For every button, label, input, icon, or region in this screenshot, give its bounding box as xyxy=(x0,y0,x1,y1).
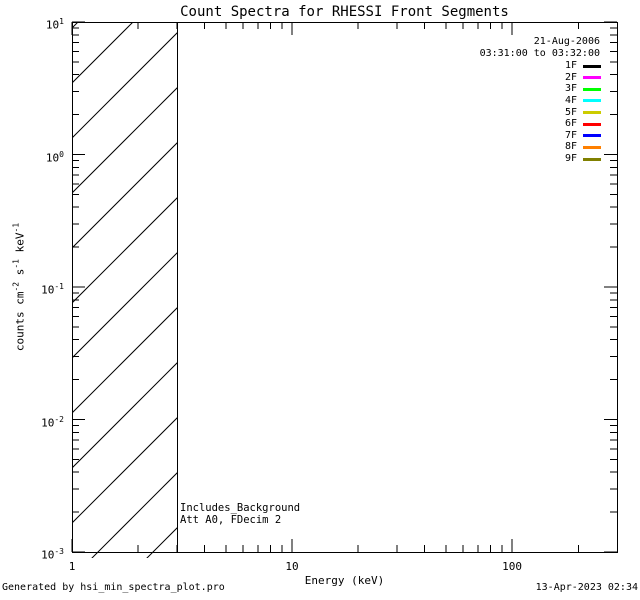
legend-row: 5F xyxy=(564,106,601,118)
legend-label: 5F xyxy=(564,106,577,118)
legend-row: 6F xyxy=(565,119,601,129)
plot-box xyxy=(72,22,618,553)
x-tick-label: 1 xyxy=(68,560,76,573)
legend-time-range: 03:31:00 to 03:32:00 xyxy=(479,48,600,59)
y-tick-label: 100 xyxy=(45,149,64,165)
legend-label: 3F xyxy=(564,83,577,95)
legend-color-line xyxy=(583,99,601,103)
legend-label: 8F xyxy=(564,141,577,153)
legend-label: 9F xyxy=(564,153,577,164)
y-tick-label: 10-2 xyxy=(41,414,64,430)
legend-color-line xyxy=(583,134,601,138)
legend-date: 21-Aug-2006 xyxy=(533,36,600,47)
legend-label: 7F xyxy=(564,129,577,141)
annotation-background: Includes_Background xyxy=(180,502,301,514)
legend-color-line xyxy=(583,145,601,149)
axes xyxy=(71,21,618,553)
plot-timestamp: 13-Apr-2023 02:34 xyxy=(535,582,638,593)
legend-row: 7F xyxy=(564,129,601,141)
x-tick-label: 100 xyxy=(502,560,522,573)
y-tick-label: 10-3 xyxy=(41,547,64,562)
legend-color-line xyxy=(583,76,601,80)
y-axis-title: counts cm-2 s-1 keV-1 xyxy=(11,222,27,352)
legend-label: 6F xyxy=(564,118,577,130)
legend-label: 4F xyxy=(564,94,577,106)
chart-title: Count Spectra for RHESSI Front Segments xyxy=(180,4,509,20)
legend-row: 9F xyxy=(565,154,601,164)
generated-by-text: Generated by hsi_min_spectra_plot.pro xyxy=(2,582,225,593)
x-axis-title: Energy (keV) xyxy=(304,574,385,587)
legend-row: 3F xyxy=(565,84,601,94)
legend-color-line xyxy=(583,64,601,68)
legend-label: 1F xyxy=(564,60,577,71)
annotation-attenuator: Att A0, FDecim 2 xyxy=(180,513,282,526)
legend-label: 2F xyxy=(564,71,577,83)
legend-color-line xyxy=(583,87,601,91)
legend-row: 1F xyxy=(565,61,601,71)
legend-color-line xyxy=(583,111,601,114)
y-tick-label: 10-1 xyxy=(41,282,64,297)
legend-row: 8F xyxy=(565,142,601,152)
legend-color-line xyxy=(583,122,601,126)
plot-annotations: Includes_Background Att A0, FDecim 2 xyxy=(180,502,301,526)
y-tick-label: 101 xyxy=(45,17,64,32)
legend-row: 2F xyxy=(564,71,601,83)
x-tick-label: 10 xyxy=(285,560,299,573)
legend-color-line xyxy=(583,157,601,161)
legend-row: 4F xyxy=(564,94,601,106)
